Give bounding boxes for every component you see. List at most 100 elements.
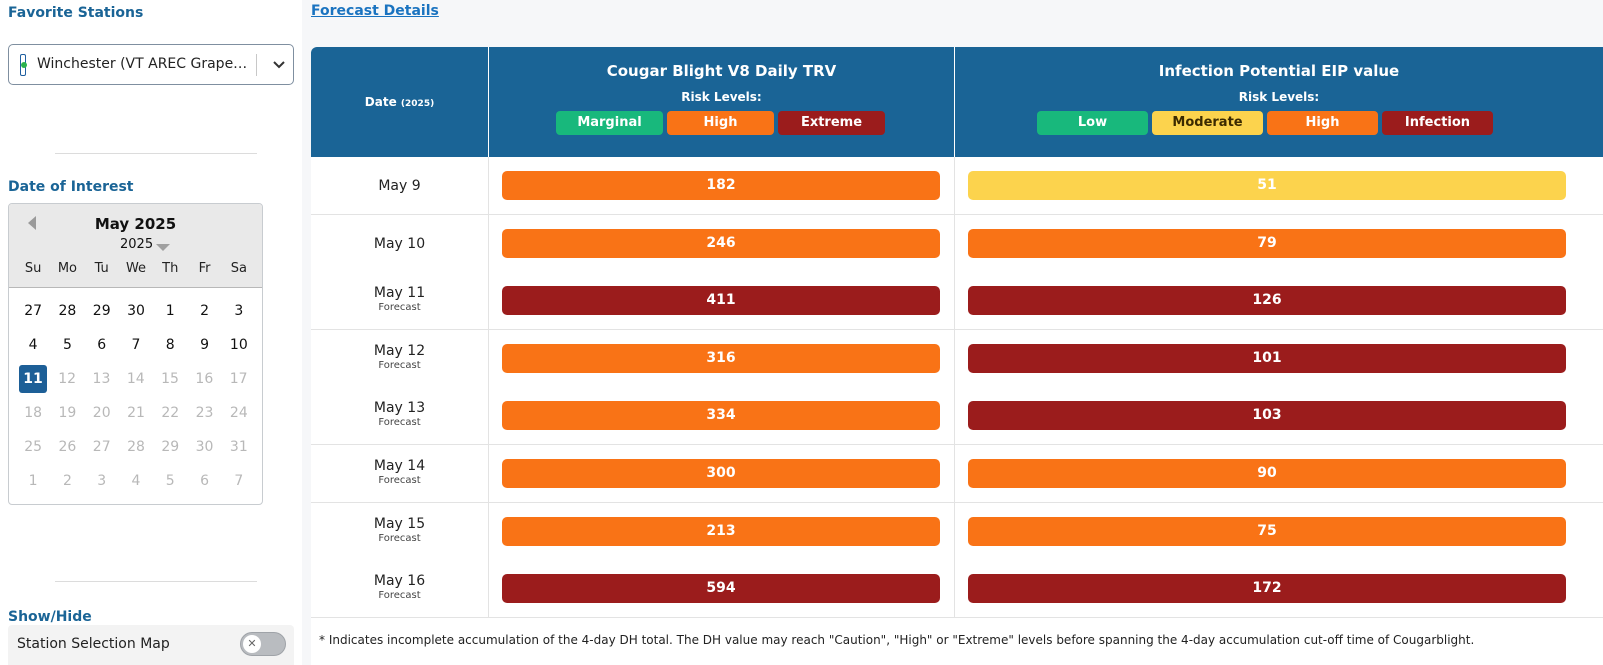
main-content: Forecast Details Date (2025) Cougar Blig… xyxy=(302,0,1603,665)
calendar-day: 29 xyxy=(161,439,180,455)
sidebar-divider xyxy=(55,153,257,154)
trv-cell: 316 xyxy=(489,329,955,387)
calendar-day: 1 xyxy=(28,473,38,489)
calendar-day: 15 xyxy=(161,371,179,387)
date-cell: May 10 xyxy=(311,214,489,272)
chevron-down-icon[interactable] xyxy=(271,57,287,73)
calendar-day[interactable]: 29 xyxy=(92,303,111,319)
row-forecast-label: Forecast xyxy=(378,475,421,486)
calendar-day[interactable]: 10 xyxy=(229,337,248,353)
calendar-day-selected[interactable]: 11 xyxy=(19,365,47,393)
calendar-day[interactable]: 28 xyxy=(58,303,77,319)
calendar-day: 17 xyxy=(229,371,248,387)
row-forecast-label: Forecast xyxy=(378,302,421,314)
calendar-day[interactable]: 2 xyxy=(200,303,209,319)
eip-value-bar: 51 xyxy=(968,171,1566,200)
trv-risk-label: Risk Levels: xyxy=(681,90,762,104)
row-date: May 14 xyxy=(373,458,426,474)
calendar-weekday: Tu xyxy=(94,261,109,276)
calendar-day[interactable]: 3 xyxy=(234,303,244,319)
eip-cell: 90 xyxy=(955,445,1603,502)
eip-cell: 79 xyxy=(955,215,1603,272)
calendar-day: 25 xyxy=(24,439,43,455)
calendar-day[interactable]: 5 xyxy=(62,337,72,353)
eip-cell: 172 xyxy=(955,560,1603,617)
table-row: May 11 Forecast 411 126 xyxy=(311,272,1603,331)
calendar-day: 27 xyxy=(92,439,111,455)
calendar-weekday: Sa xyxy=(230,261,247,276)
row-date: May 11 xyxy=(373,285,426,302)
trv-cell: 300 xyxy=(489,445,955,502)
calendar-day[interactable]: 30 xyxy=(127,303,145,319)
eip-value-bar: 126 xyxy=(968,286,1566,316)
calendar-day: 2 xyxy=(62,473,72,489)
risk-level-extreme: Extreme xyxy=(778,111,885,135)
eip-column-header: Infection Potential EIP value Risk Level… xyxy=(955,47,1603,157)
calendar-day[interactable]: 4 xyxy=(28,337,38,353)
eip-cell: 103 xyxy=(955,387,1603,444)
calendar: May 2025 2025 Su Mo Tu We Th Fr Sa 27 28 29 30 1 2 3… xyxy=(8,203,263,505)
station-select-value: Winchester (VT AREC Grape… xyxy=(37,56,247,72)
calendar-day[interactable]: 9 xyxy=(200,337,209,353)
table-row: May 14 Forecast 300 90 xyxy=(311,445,1603,503)
eip-value-bar: 103 xyxy=(968,401,1566,431)
calendar-day: 12 xyxy=(58,371,77,387)
calendar-day: 21 xyxy=(127,405,145,421)
eip-header-title: Infection Potential EIP value xyxy=(1158,62,1400,80)
table-row: May 13 Forecast 334 103 xyxy=(311,387,1603,446)
station-select[interactable]: Winchester (VT AREC Grape… xyxy=(8,44,294,85)
row-date: May 10 xyxy=(373,235,426,252)
calendar-day: 28 xyxy=(127,439,145,455)
trv-header-title: Cougar Blight V8 Daily TRV xyxy=(606,62,837,80)
calendar-day: 31 xyxy=(229,439,248,455)
eip-value-bar: 101 xyxy=(968,343,1566,373)
date-header-label: Date xyxy=(364,95,397,109)
row-date: May 16 xyxy=(373,573,426,590)
trv-value-bar: 316 xyxy=(502,343,940,373)
calendar-weekdays: Su Mo Tu We Th Fr Sa xyxy=(16,261,256,276)
table-row: May 9 182 51 xyxy=(311,157,1603,215)
date-of-interest-title: Date of Interest xyxy=(8,179,134,195)
calendar-day[interactable]: 1 xyxy=(165,303,175,319)
eip-cell: 101 xyxy=(955,330,1603,387)
calendar-day: 23 xyxy=(195,405,214,421)
calendar-day: 14 xyxy=(126,371,145,387)
calendar-day: 24 xyxy=(229,405,248,421)
eip-value-bar: 172 xyxy=(968,574,1566,604)
row-date: May 9 xyxy=(378,178,421,194)
trv-value-bar: 182 xyxy=(502,171,940,200)
show-hide-title: Show/Hide xyxy=(8,609,92,625)
calendar-day[interactable]: 6 xyxy=(97,337,107,353)
risk-level-marginal: Marginal xyxy=(556,111,663,135)
trv-value-bar: 594 xyxy=(502,574,940,604)
eip-value-bar: 90 xyxy=(968,459,1566,488)
date-cell: May 11 Forecast xyxy=(311,272,489,330)
calendar-day[interactable]: 7 xyxy=(131,337,141,353)
forecast-details-link[interactable]: Forecast Details xyxy=(311,3,439,19)
station-map-toggle[interactable]: ✕ xyxy=(240,632,286,656)
triangle-down-icon[interactable] xyxy=(156,244,170,251)
calendar-day: 5 xyxy=(165,473,175,489)
calendar-week: 18 19 20 21 22 23 24 xyxy=(16,399,256,433)
calendar-year-select[interactable]: 2025 xyxy=(120,237,154,252)
table-header: Date (2025) Cougar Blight V8 Daily TRV R… xyxy=(311,47,1603,157)
trv-cell: 334 xyxy=(489,387,955,445)
risk-level-high: High xyxy=(1267,111,1378,135)
eip-cell: 75 xyxy=(955,503,1603,560)
table-row: May 15 Forecast 213 75 xyxy=(311,502,1603,561)
eip-value-bar: 75 xyxy=(968,516,1566,546)
calendar-day: 20 xyxy=(92,405,111,421)
calendar-month-label: May 2025 xyxy=(94,215,177,233)
calendar-day[interactable]: 8 xyxy=(165,337,175,353)
calendar-weekday: Mo xyxy=(57,261,77,276)
favorite-stations-title: Favorite Stations xyxy=(8,5,144,21)
forecast-table: Date (2025) Cougar Blight V8 Daily TRV R… xyxy=(311,47,1603,665)
triangle-left-icon[interactable] xyxy=(28,216,36,230)
footnote: * Indicates incomplete accumulation of t… xyxy=(319,633,1475,647)
calendar-day: 18 xyxy=(24,405,43,421)
row-forecast-label: Forecast xyxy=(378,532,421,544)
calendar-day[interactable]: 27 xyxy=(24,303,43,319)
calendar-day: 19 xyxy=(58,405,77,421)
trv-cell: 411 xyxy=(489,272,955,330)
trv-value-bar: 213 xyxy=(502,516,940,546)
